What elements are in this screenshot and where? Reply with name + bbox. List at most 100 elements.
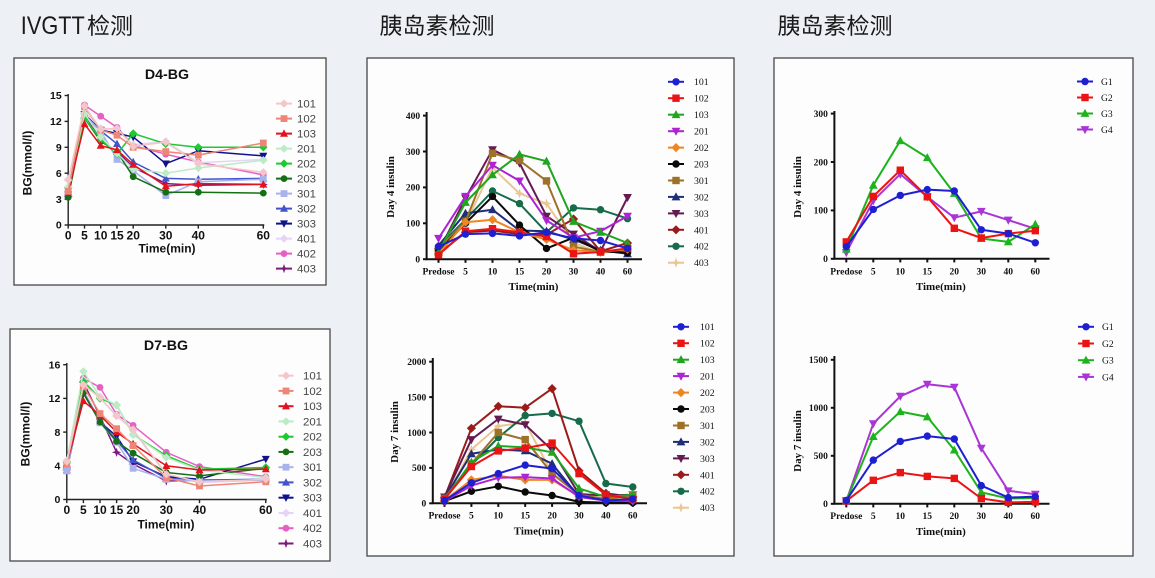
svg-text:303: 303	[694, 209, 709, 220]
svg-text:101: 101	[303, 371, 322, 383]
svg-text:Time(min): Time(min)	[137, 518, 194, 532]
svg-text:20: 20	[547, 512, 557, 522]
svg-text:5: 5	[469, 512, 474, 522]
svg-text:101: 101	[297, 99, 316, 111]
svg-text:101: 101	[700, 322, 715, 333]
svg-text:102: 102	[297, 114, 316, 126]
svg-text:102: 102	[303, 386, 322, 398]
svg-text:300: 300	[814, 110, 829, 120]
svg-text:30: 30	[977, 268, 987, 278]
svg-text:BG(mmol/l): BG(mmol/l)	[21, 131, 35, 196]
svg-text:303: 303	[297, 219, 316, 231]
svg-text:60: 60	[1031, 268, 1041, 278]
svg-text:203: 203	[694, 160, 709, 171]
svg-text:60: 60	[1031, 512, 1041, 522]
svg-text:302: 302	[694, 192, 709, 203]
svg-text:8: 8	[54, 427, 60, 439]
svg-text:D7-BG: D7-BG	[144, 338, 188, 354]
svg-text:103: 103	[303, 401, 322, 413]
svg-text:5: 5	[871, 268, 876, 278]
svg-text:30: 30	[160, 503, 174, 517]
svg-text:10: 10	[93, 503, 107, 517]
svg-text:203: 203	[700, 405, 715, 416]
svg-text:12: 12	[49, 393, 61, 405]
svg-text:10: 10	[896, 268, 906, 278]
svg-text:15: 15	[923, 512, 933, 522]
svg-text:G3: G3	[1102, 356, 1114, 367]
svg-text:20: 20	[950, 512, 960, 522]
svg-text:4: 4	[54, 461, 60, 473]
svg-text:200: 200	[814, 158, 829, 168]
svg-text:103: 103	[297, 129, 316, 141]
svg-text:G2: G2	[1102, 339, 1114, 350]
svg-text:D4-BG: D4-BG	[145, 67, 189, 83]
svg-text:400: 400	[406, 112, 421, 122]
svg-text:500: 500	[412, 464, 427, 474]
svg-text:200: 200	[406, 184, 421, 194]
svg-text:30: 30	[569, 268, 579, 278]
svg-text:Predose: Predose	[422, 268, 454, 278]
svg-text:6: 6	[56, 168, 62, 180]
svg-text:15: 15	[110, 503, 124, 517]
svg-text:BG(mmol/l): BG(mmol/l)	[19, 402, 33, 467]
svg-text:202: 202	[303, 432, 322, 444]
svg-text:201: 201	[694, 127, 709, 138]
svg-text:100: 100	[406, 220, 421, 230]
svg-text:20: 20	[126, 503, 140, 517]
svg-text:20: 20	[542, 268, 552, 278]
svg-text:302: 302	[303, 477, 322, 489]
svg-text:Day 7 insulin: Day 7 insulin	[792, 410, 804, 472]
svg-text:10: 10	[494, 512, 504, 522]
svg-text:403: 403	[694, 258, 709, 269]
svg-text:0: 0	[65, 229, 72, 243]
svg-text:G2: G2	[1101, 93, 1113, 104]
svg-text:303: 303	[700, 454, 715, 465]
svg-text:60: 60	[623, 268, 633, 278]
svg-text:402: 402	[694, 242, 709, 253]
svg-text:Predose: Predose	[830, 268, 862, 278]
svg-text:10: 10	[488, 268, 498, 278]
svg-text:402: 402	[700, 487, 715, 498]
svg-text:403: 403	[700, 503, 715, 514]
svg-text:203: 203	[297, 174, 316, 186]
svg-text:10: 10	[94, 229, 108, 243]
svg-text:0: 0	[823, 500, 828, 510]
svg-text:Day 4 insulin: Day 4 insulin	[792, 156, 804, 218]
svg-text:20: 20	[127, 229, 141, 243]
svg-text:G4: G4	[1101, 125, 1113, 136]
svg-text:5: 5	[80, 503, 87, 517]
svg-text:100: 100	[814, 207, 829, 217]
svg-text:401: 401	[303, 508, 322, 520]
svg-text:101: 101	[694, 77, 709, 88]
svg-text:G3: G3	[1101, 109, 1113, 120]
svg-text:16: 16	[49, 359, 61, 371]
svg-text:5: 5	[463, 268, 468, 278]
svg-text:Predose: Predose	[428, 512, 460, 522]
svg-text:0: 0	[823, 255, 828, 265]
svg-text:Day 4 insulin: Day 4 insulin	[385, 156, 397, 218]
svg-text:301: 301	[694, 176, 709, 187]
svg-text:201: 201	[297, 144, 316, 156]
svg-text:102: 102	[694, 94, 709, 105]
svg-text:10: 10	[896, 512, 906, 522]
svg-text:401: 401	[297, 234, 316, 246]
svg-text:60: 60	[257, 229, 271, 243]
svg-text:Time(min): Time(min)	[138, 242, 195, 256]
svg-text:Time(min): Time(min)	[514, 526, 564, 538]
svg-text:30: 30	[977, 512, 987, 522]
svg-text:15: 15	[520, 512, 530, 522]
svg-text:G4: G4	[1102, 372, 1114, 383]
svg-text:402: 402	[303, 523, 322, 535]
svg-text:IVGTT: IVGTT	[21, 12, 85, 40]
svg-text:15: 15	[923, 268, 933, 278]
svg-text:2000: 2000	[407, 358, 426, 368]
svg-text:1000: 1000	[809, 404, 828, 414]
svg-text:40: 40	[1004, 512, 1014, 522]
svg-text:0: 0	[63, 503, 70, 517]
svg-text:1500: 1500	[809, 356, 828, 366]
svg-text:201: 201	[303, 416, 322, 428]
svg-text:102: 102	[700, 339, 715, 350]
svg-text:Time(min): Time(min)	[509, 281, 559, 293]
svg-text:0: 0	[54, 494, 60, 506]
svg-text:202: 202	[700, 388, 715, 399]
